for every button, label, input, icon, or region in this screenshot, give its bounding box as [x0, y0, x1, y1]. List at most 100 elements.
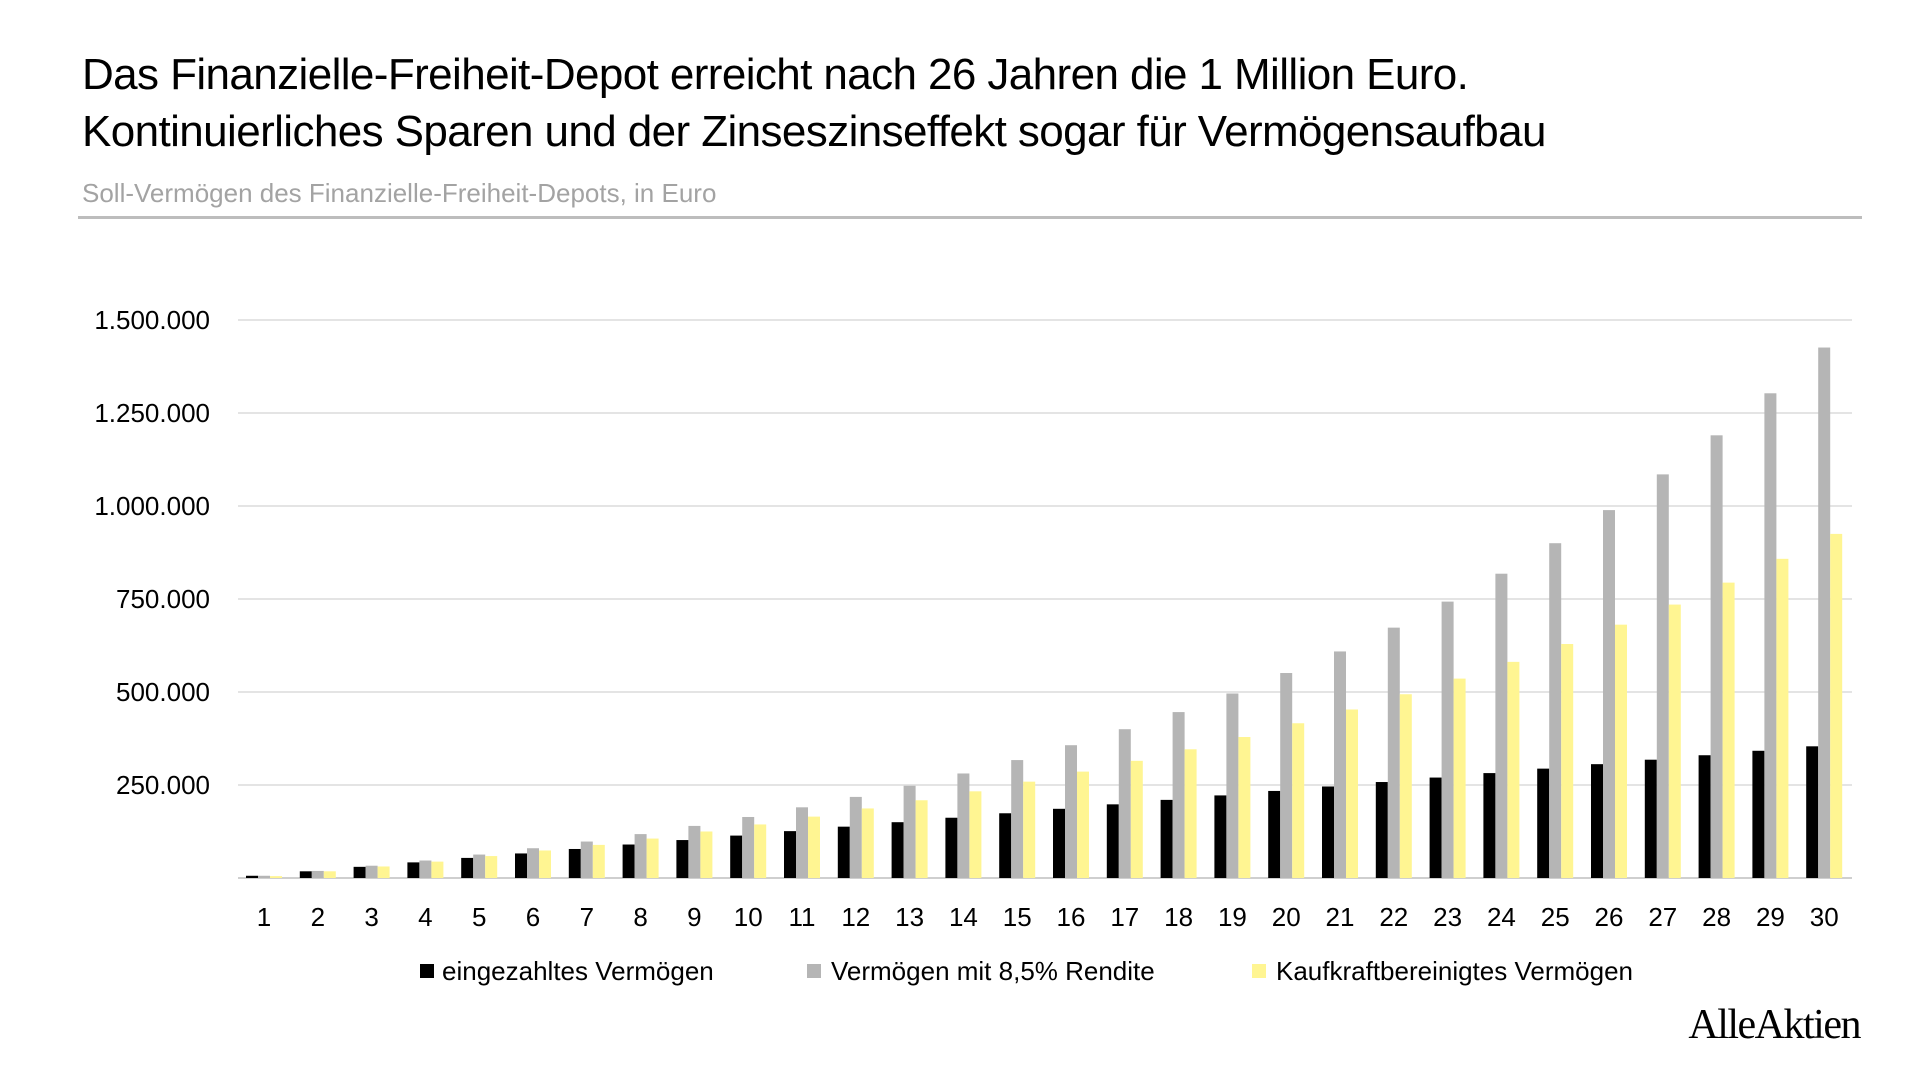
- y-tick-label: 500.000: [116, 677, 210, 707]
- bar-2-17: [1118, 729, 1131, 878]
- bar-3-24: [1507, 661, 1520, 878]
- bar-3-14: [969, 791, 982, 878]
- bar-3-21: [1346, 709, 1358, 878]
- bar-1-19: [1214, 795, 1227, 878]
- bar-2-22: [1387, 627, 1400, 878]
- legend-label: eingezahltes Vermögen: [442, 956, 714, 986]
- bar-1-5: [461, 857, 474, 878]
- bar-3-7: [592, 844, 605, 878]
- bar-3-11: [808, 816, 820, 878]
- bar-3-30: [1830, 533, 1843, 878]
- y-tick-label: 1.250.000: [94, 398, 210, 428]
- bar-2-2: [311, 870, 324, 878]
- bar-1-9: [676, 840, 689, 878]
- legend-swatch: [420, 964, 434, 978]
- x-tick-label: 25: [1541, 902, 1570, 932]
- bar-3-9: [700, 831, 713, 878]
- bar-3-29: [1776, 558, 1789, 878]
- x-tick-label: 14: [949, 902, 978, 932]
- x-tick-label: 16: [1057, 902, 1086, 932]
- bar-1-8: [622, 844, 635, 878]
- bar-3-6: [539, 850, 551, 878]
- bar-2-23: [1441, 601, 1454, 878]
- bar-3-10: [754, 824, 767, 878]
- bar-2-24: [1495, 573, 1508, 878]
- x-tick-label: 12: [841, 902, 870, 932]
- legend-label: Vermögen mit 8,5% Rendite: [831, 956, 1155, 986]
- bar-3-1: [270, 876, 282, 878]
- bar-2-30: [1818, 347, 1831, 878]
- bar-1-14: [945, 817, 958, 878]
- bar-1-7: [568, 848, 581, 878]
- bar-2-3: [365, 865, 378, 878]
- bar-1-12: [837, 826, 850, 878]
- chart-subtitle: Soll-Vermögen des Finanzielle-Freiheit-D…: [82, 178, 717, 208]
- bar-3-8: [646, 838, 659, 878]
- bar-2-28: [1710, 435, 1723, 878]
- bar-1-21: [1322, 786, 1334, 878]
- x-tick-label: 28: [1702, 902, 1731, 932]
- bar-2-15: [1011, 760, 1024, 878]
- x-tick-label: 7: [580, 902, 594, 932]
- bar-3-22: [1399, 694, 1412, 878]
- bar-3-12: [861, 808, 874, 878]
- bar-2-21: [1334, 651, 1346, 878]
- x-tick-label: 22: [1379, 902, 1408, 932]
- bar-1-11: [784, 831, 796, 878]
- bar-3-28: [1722, 582, 1735, 878]
- bar-2-27: [1656, 474, 1669, 878]
- bar-2-5: [473, 854, 486, 878]
- x-tick-label: 29: [1756, 902, 1785, 932]
- x-tick-label: 1: [257, 902, 271, 932]
- x-tick-label: 9: [687, 902, 701, 932]
- y-tick-label: 1.000.000: [94, 491, 210, 521]
- header-divider: [78, 216, 1862, 219]
- brand-logo: AlleAktien: [1688, 1002, 1861, 1048]
- chart-title-line-1: Das Finanzielle-Freiheit-Depot erreicht …: [82, 50, 1469, 99]
- x-tick-label: 2: [311, 902, 325, 932]
- chart-title: Das Finanzielle-Freiheit-Depot erreicht …: [82, 46, 1862, 160]
- y-tick-label: 1.500.000: [94, 305, 210, 335]
- bar-3-18: [1184, 749, 1197, 878]
- bar-2-7: [580, 841, 593, 878]
- x-tick-label: 17: [1110, 902, 1139, 932]
- bar-1-23: [1429, 777, 1442, 878]
- bar-1-28: [1698, 755, 1711, 878]
- x-tick-label: 27: [1648, 902, 1677, 932]
- bar-3-25: [1561, 644, 1574, 878]
- x-tick-label: 11: [789, 902, 816, 932]
- bar-3-27: [1668, 604, 1681, 878]
- x-tick-label: 13: [895, 902, 924, 932]
- bar-3-4: [431, 861, 444, 878]
- bar-1-10: [730, 835, 743, 878]
- bar-3-5: [485, 856, 498, 878]
- bar-1-13: [891, 822, 904, 878]
- bar-3-2: [323, 871, 336, 878]
- bar-2-11: [796, 807, 808, 878]
- bar-1-30: [1806, 746, 1819, 878]
- bar-1-17: [1106, 804, 1119, 878]
- x-tick-label: 21: [1326, 902, 1355, 932]
- bar-2-8: [634, 834, 647, 878]
- bar-2-29: [1764, 393, 1777, 878]
- legend-label: Kaufkraftbereinigtes Vermögen: [1276, 956, 1633, 986]
- bar-3-15: [1023, 781, 1036, 878]
- bar-3-23: [1453, 678, 1466, 878]
- bar-3-20: [1292, 723, 1305, 878]
- x-tick-label: 23: [1433, 902, 1462, 932]
- x-tick-label: 24: [1487, 902, 1516, 932]
- bar-1-24: [1483, 773, 1496, 878]
- chart-title-line-2: Kontinuierliches Sparen und der Zinseszi…: [82, 107, 1547, 156]
- bar-1-27: [1644, 759, 1657, 878]
- bar-2-9: [688, 825, 701, 878]
- bar-2-26: [1603, 510, 1615, 878]
- bar-1-26: [1591, 764, 1603, 878]
- x-tick-label: 19: [1218, 902, 1247, 932]
- legend-swatch: [807, 964, 821, 978]
- bar-1-1: [246, 875, 258, 878]
- x-tick-label: 3: [364, 902, 378, 932]
- bar-2-6: [527, 848, 539, 878]
- x-tick-label: 4: [418, 902, 432, 932]
- x-tick-label: 26: [1595, 902, 1624, 932]
